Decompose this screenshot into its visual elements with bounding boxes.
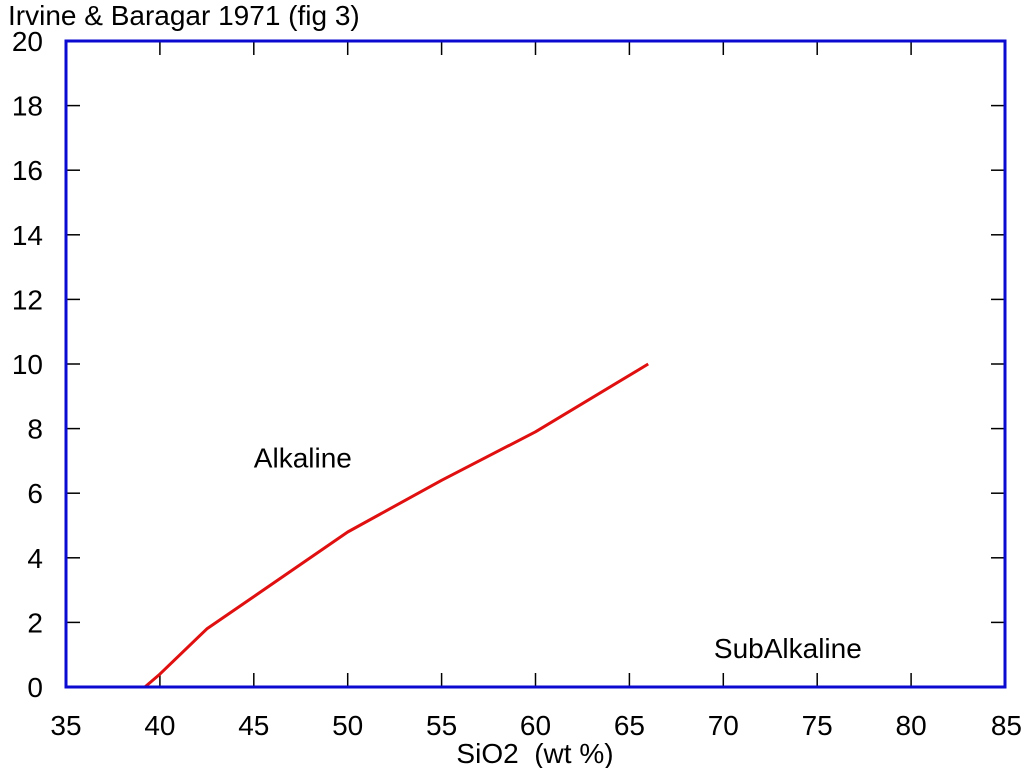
x-tick-label: 55 [426,710,457,741]
x-tick-label: 45 [238,710,269,741]
y-tick-label: 12 [12,284,43,315]
plot-frame [64,39,1007,689]
y-tick-label: 8 [27,414,43,445]
x-tick-label: 70 [708,710,739,741]
region-label: Alkaline [254,443,352,474]
x-tick-label: 75 [802,710,833,741]
y-tick-label: 6 [27,478,43,509]
y-axis-tick-labels: 0 2 4 6 8 10 12 14 16 18 20 [12,26,43,703]
y-tick-label: 14 [12,220,43,251]
y-tick-label: 16 [12,155,43,186]
region-label: SubAlkaline [714,633,862,664]
x-axis-ticks [65,41,1006,687]
y-axis-ticks [66,40,1005,688]
x-tick-label: 35 [50,710,81,741]
annotation-layer: Alkaline SubAlkaline [254,443,862,665]
x-tick-label: 65 [614,710,645,741]
x-tick-label: 40 [144,710,175,741]
y-tick-label: 10 [12,349,43,380]
y-tick-label: 0 [27,672,43,703]
x-tick-label: 50 [332,710,363,741]
series-layer [143,362,649,689]
chart-title: Irvine & Baragar 1971 (fig 3) [8,0,360,31]
x-tick-label: 80 [896,710,927,741]
x-axis-tick-labels: 35 40 45 50 55 60 65 70 75 80 85 [50,710,1022,741]
y-tick-label: 18 [12,91,43,122]
x-tick-label: 85 [991,710,1022,741]
x-axis-label: SiO2 (wt %) [456,738,613,768]
y-tick-label: 4 [27,543,43,574]
boundary-line [143,362,649,689]
x-tick-label: 60 [520,710,551,741]
y-tick-label: 20 [12,26,43,57]
y-tick-label: 2 [27,607,43,638]
